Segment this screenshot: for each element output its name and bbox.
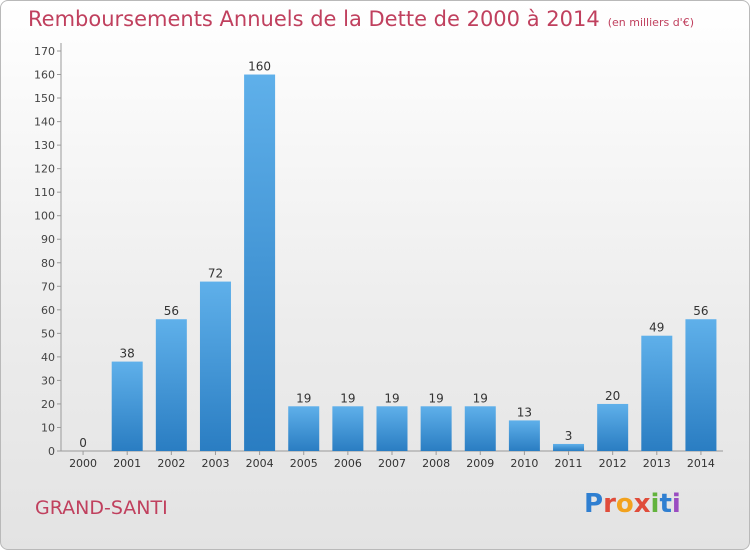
y-tick-label: 150 [34, 92, 55, 105]
y-tick-label: 140 [34, 116, 55, 129]
x-tick-label: 2006 [334, 457, 362, 470]
bar-value-label: 56 [164, 304, 179, 318]
bar-value-label: 38 [120, 347, 135, 361]
chart-unit: (en milliers d'€) [607, 16, 694, 29]
bar [332, 406, 364, 451]
bar-value-label: 72 [208, 267, 223, 281]
y-tick-label: 110 [34, 186, 55, 199]
bar-value-label: 19 [296, 391, 311, 405]
x-tick-label: 2011 [555, 457, 583, 470]
x-tick-label: 2007 [378, 457, 406, 470]
bar [376, 406, 408, 451]
bar [597, 403, 629, 451]
y-tick-label: 80 [41, 257, 55, 270]
bar [155, 319, 187, 451]
y-tick-label: 50 [41, 327, 55, 340]
bar [420, 406, 452, 451]
y-tick-label: 90 [41, 233, 55, 246]
bar [199, 281, 231, 451]
logo-letter: t [659, 489, 672, 519]
x-tick-label: 2000 [69, 457, 97, 470]
x-tick-label: 2001 [113, 457, 141, 470]
bar [553, 443, 585, 451]
bar-value-label: 19 [340, 391, 355, 405]
y-tick-label: 170 [34, 45, 55, 58]
x-tick-label: 2002 [157, 457, 185, 470]
bar [464, 406, 496, 451]
bar-value-label: 56 [693, 304, 708, 318]
x-tick-label: 2005 [290, 457, 318, 470]
x-tick-label: 2012 [599, 457, 627, 470]
bar [288, 406, 320, 451]
logo-letter: x [633, 489, 651, 519]
bar-value-label: 13 [517, 405, 532, 419]
y-tick-label: 0 [48, 445, 55, 458]
bar-value-label: 0 [79, 436, 87, 450]
x-tick-label: 2008 [422, 457, 450, 470]
logo-letter: o [615, 489, 634, 519]
bar-value-label: 160 [248, 60, 271, 74]
bar-value-label: 19 [384, 391, 399, 405]
chart-title-text: Remboursements Annuels de la Dette de 20… [28, 7, 600, 31]
bar-value-label: 19 [473, 391, 488, 405]
bar-value-label: 20 [605, 389, 620, 403]
y-tick-label: 160 [34, 69, 55, 82]
logo-letter: i [671, 489, 681, 519]
y-tick-label: 60 [41, 304, 55, 317]
bar [508, 420, 540, 451]
x-tick-label: 2003 [201, 457, 229, 470]
x-tick-label: 2014 [687, 457, 715, 470]
chart-title: Remboursements Annuels de la Dette de 20… [28, 7, 694, 31]
proxiti-logo: Proxiti [584, 489, 681, 519]
y-tick-label: 100 [34, 210, 55, 223]
y-tick-label: 10 [41, 421, 55, 434]
y-tick-label: 30 [41, 374, 55, 387]
y-tick-label: 130 [34, 139, 55, 152]
logo-letter: i [650, 489, 660, 519]
bar [111, 361, 143, 451]
commune-name: GRAND-SANTI [35, 497, 168, 519]
bar [244, 74, 276, 451]
bar [641, 335, 673, 451]
logo-letter: r [603, 489, 616, 519]
bar-value-label: 3 [565, 429, 573, 443]
y-tick-label: 120 [34, 163, 55, 176]
y-tick-label: 40 [41, 351, 55, 364]
x-tick-label: 2010 [510, 457, 538, 470]
y-tick-label: 20 [41, 398, 55, 411]
x-tick-label: 2009 [466, 457, 494, 470]
bar [685, 319, 717, 451]
x-tick-label: 2013 [643, 457, 671, 470]
logo-letter: P [584, 489, 604, 519]
y-tick-label: 70 [41, 280, 55, 293]
x-tick-label: 2004 [246, 457, 274, 470]
bar-value-label: 49 [649, 321, 664, 335]
bar-value-label: 19 [428, 391, 443, 405]
